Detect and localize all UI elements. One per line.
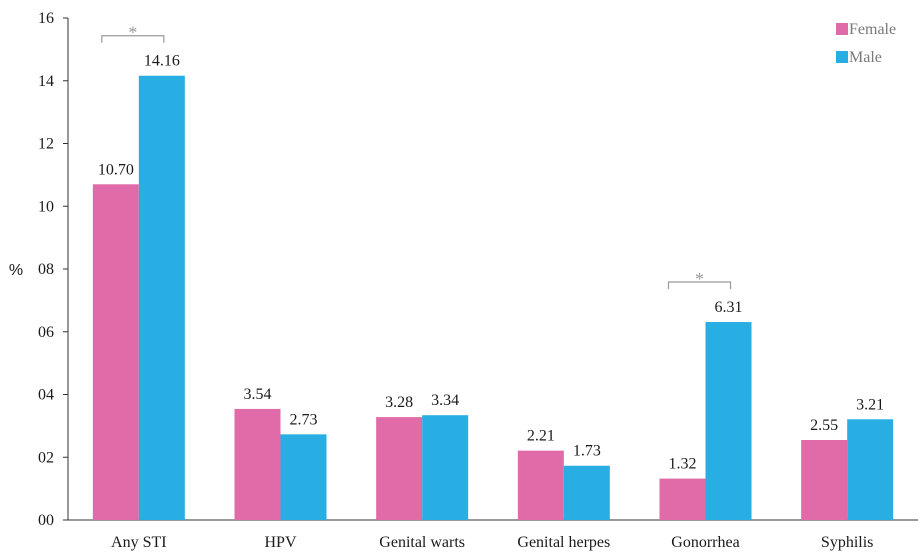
legend-swatch-male — [836, 51, 848, 63]
data-label: 1.32 — [669, 456, 697, 473]
legend-label-female: Female — [849, 21, 896, 38]
category-labels: Any STI HPV Genital warts Genital herpes Gon… — [111, 534, 873, 551]
y-tick-label: 02 — [38, 449, 54, 466]
bars — [92, 75, 894, 520]
bar-male — [138, 75, 185, 520]
data-label: 6.31 — [715, 299, 743, 316]
legend-swatch-female — [836, 23, 848, 35]
bar-female — [517, 450, 564, 520]
axes — [67, 18, 918, 521]
bar-female — [234, 408, 281, 520]
data-label: 3.54 — [244, 386, 272, 403]
y-ticks: 00 02 04 06 08 10 12 14 16 — [38, 10, 68, 529]
data-label: 3.34 — [431, 392, 459, 409]
category-label: Syphilis — [821, 534, 873, 551]
data-label: 1.73 — [573, 443, 601, 460]
y-tick-label: 16 — [38, 10, 54, 27]
significance-bracket — [667, 281, 732, 290]
y-tick-label: 10 — [38, 198, 54, 215]
category-label: Any STI — [111, 534, 167, 551]
y-tick-label: 06 — [38, 324, 54, 341]
bar-male — [705, 322, 752, 520]
data-label: 2.55 — [810, 417, 838, 434]
y-tick-label: 00 — [38, 512, 54, 529]
data-label: 14.16 — [144, 53, 180, 70]
data-label: 3.21 — [856, 396, 884, 413]
significance-brackets: ** — [101, 23, 732, 290]
data-label: 2.21 — [527, 428, 555, 445]
y-axis-label: % — [9, 262, 23, 279]
bar-female — [376, 417, 423, 520]
bar-female — [801, 439, 848, 520]
category-label: HPV — [264, 534, 296, 551]
legend-label-male: Male — [849, 49, 882, 66]
y-tick-label: 04 — [38, 387, 54, 404]
significance-marker: * — [128, 23, 137, 43]
y-tick-label: 14 — [38, 73, 54, 90]
bar-male — [280, 434, 327, 520]
legend: Female Male — [836, 21, 896, 66]
y-tick-label: 12 — [38, 136, 54, 153]
category-label: Gonorrhea — [671, 534, 739, 551]
category-label: Genital herpes — [517, 534, 610, 551]
bar-male — [563, 465, 610, 520]
significance-marker: * — [695, 269, 704, 289]
significance-bracket — [101, 35, 165, 43]
bar-male — [847, 419, 894, 520]
data-labels: 10.70 14.16 3.54 2.73 3.28 3.34 2.21 1.73 1.32 6.… — [98, 53, 884, 473]
y-tick-label: 08 — [38, 261, 54, 278]
bar-female — [92, 184, 139, 520]
bar-male — [422, 415, 469, 520]
data-label: 10.70 — [98, 161, 134, 178]
data-label: 3.28 — [385, 394, 413, 411]
data-label: 2.73 — [290, 411, 318, 428]
category-label: Genital warts — [379, 534, 465, 551]
bar-female — [659, 478, 706, 520]
